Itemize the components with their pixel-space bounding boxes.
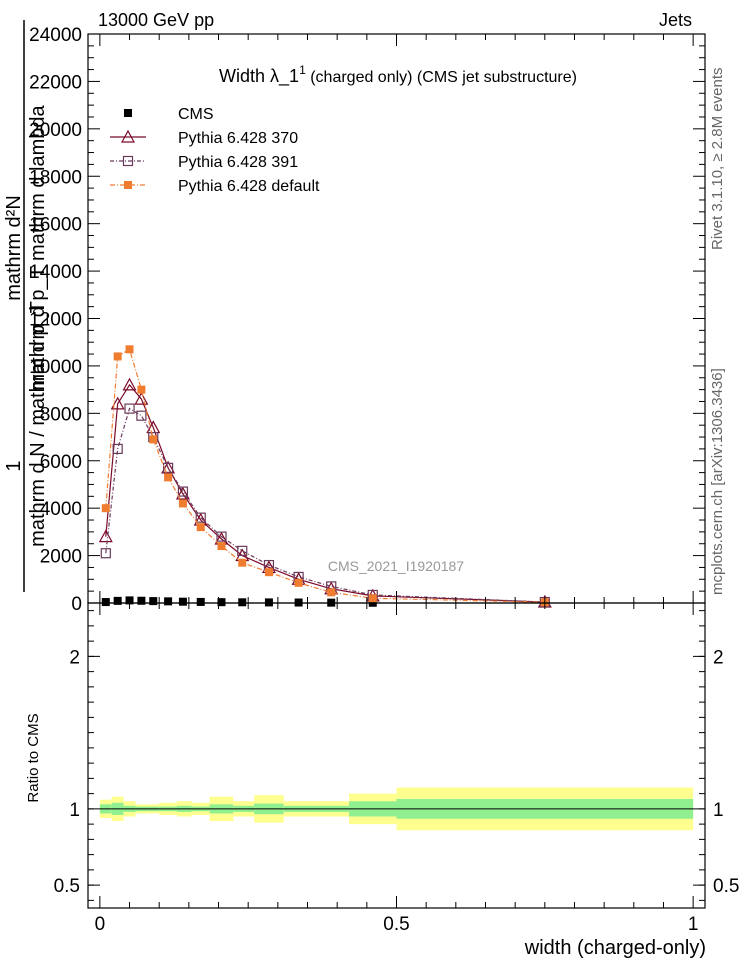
y-axis-label: mathrm d²N mathrm d p_T mathrm d lambda …	[3, 20, 49, 592]
data-point	[149, 435, 158, 444]
legend-marker	[120, 129, 136, 143]
data-point	[178, 499, 187, 508]
data-point	[216, 531, 227, 542]
data-point	[136, 410, 147, 421]
data-point	[98, 529, 113, 543]
y-label-line-3: 1	[3, 460, 25, 471]
chart-title-main: Width λ_1	[219, 66, 299, 87]
y-tick-label: 16000	[29, 215, 82, 236]
series-line	[105, 383, 545, 603]
x-axis-label: width (charged-only)	[524, 937, 706, 959]
series-line	[105, 348, 545, 603]
chart-title-sub: (charged only) (CMS jet substructure)	[306, 69, 577, 86]
chart-title: Width λ_11 (charged only) (CMS jet subst…	[219, 63, 577, 87]
data-point	[294, 578, 303, 587]
ratio-tick-label-left: 0.5	[54, 876, 80, 897]
y-tick-label: 4000	[40, 499, 82, 520]
data-point	[177, 486, 189, 497]
data-point	[125, 345, 134, 354]
y-tick-label: 14000	[29, 262, 82, 283]
x-tick-label: 0.5	[383, 914, 409, 935]
ratio-tick-label-right: 1	[713, 800, 724, 821]
y-label-line-4: mathrm d N / mathrm d p_T	[27, 301, 49, 547]
y-tick-label: 20000	[29, 120, 82, 141]
legend-marker	[122, 155, 134, 167]
analysis-watermark: CMS_2021_I1920187	[328, 558, 464, 574]
data-point	[134, 391, 149, 405]
data-point	[137, 596, 146, 605]
data-point	[368, 594, 377, 603]
legend-marker	[124, 109, 132, 117]
data-point	[110, 396, 125, 410]
data-point	[124, 403, 135, 414]
data-point	[217, 598, 226, 607]
legend-label: Pythia 6.428 default	[178, 178, 320, 195]
data-point	[178, 597, 187, 606]
ratio-plot-frame	[87, 602, 706, 909]
legend-entry: Pythia 6.428 default	[110, 178, 320, 195]
data-point	[149, 597, 158, 606]
data-point	[137, 385, 146, 394]
header-left: 13000 GeV pp	[98, 10, 214, 30]
data-point	[162, 462, 174, 473]
x-tick-label: 0	[95, 914, 106, 935]
mcplots-label: mcplots.cern.ch [arXiv:1306.3436]	[709, 368, 726, 595]
series-line	[105, 407, 545, 603]
data-point	[112, 443, 123, 454]
y-tick-label: 22000	[29, 72, 82, 93]
y-label-line-1: mathrm d²N	[3, 195, 25, 301]
ratio-tick-label-left: 2	[69, 647, 80, 668]
y-tick-label: 8000	[40, 404, 82, 425]
series-pythia-1	[98, 377, 552, 608]
data-point	[113, 596, 122, 605]
header-right: Jets	[659, 10, 692, 30]
y-tick-label: 2000	[40, 547, 82, 568]
data-point	[196, 523, 205, 532]
series-pythia-2	[100, 403, 550, 608]
chart-title-sup: 1	[299, 63, 306, 77]
legend-label: Pythia 6.428 391	[178, 154, 298, 171]
data-point	[101, 504, 110, 513]
legend-label: Pythia 6.428 370	[178, 130, 298, 147]
legend-entry: Pythia 6.428 391	[110, 154, 298, 171]
y-tick-label: 12000	[29, 310, 82, 331]
data-point	[238, 558, 247, 567]
data-point	[327, 588, 336, 597]
data-point	[175, 486, 190, 500]
y-tick-label: 18000	[29, 167, 82, 188]
y-label-line-2: mathrm d p_T mathrm d lambda	[27, 104, 49, 390]
legend-marker	[124, 181, 132, 189]
data-point	[217, 542, 226, 551]
ratio-tick-label-right: 0.5	[713, 876, 739, 897]
rivet-label: Rivet 3.1.10, ≥ 2.8M events	[709, 68, 726, 251]
data-point	[264, 568, 273, 577]
data-point	[238, 598, 247, 607]
y-tick-label: 10000	[29, 357, 82, 378]
ratio-tick-label-left: 1	[69, 800, 80, 821]
data-point	[195, 512, 206, 523]
data-point	[122, 377, 137, 391]
y-tick-label: 24000	[29, 25, 82, 46]
data-point	[164, 473, 173, 482]
y-tick-label: 0	[71, 594, 82, 615]
data-point	[196, 597, 205, 606]
y-tick-label: 6000	[40, 452, 82, 473]
series-cms	[101, 596, 549, 607]
ratio-tick-label-right: 2	[713, 647, 724, 668]
legend-label: CMS	[178, 106, 214, 123]
legend-entry: CMS	[124, 106, 214, 123]
series-pythia-3	[101, 345, 549, 607]
data-point	[164, 597, 173, 606]
data-point	[100, 548, 111, 559]
legend-entry: Pythia 6.428 370	[110, 129, 298, 147]
data-point	[113, 352, 122, 361]
ratio-y-axis-label: Ratio to CMS	[25, 713, 42, 802]
data-point	[237, 545, 248, 556]
data-point	[101, 598, 110, 607]
x-tick-label: 1	[688, 914, 699, 935]
